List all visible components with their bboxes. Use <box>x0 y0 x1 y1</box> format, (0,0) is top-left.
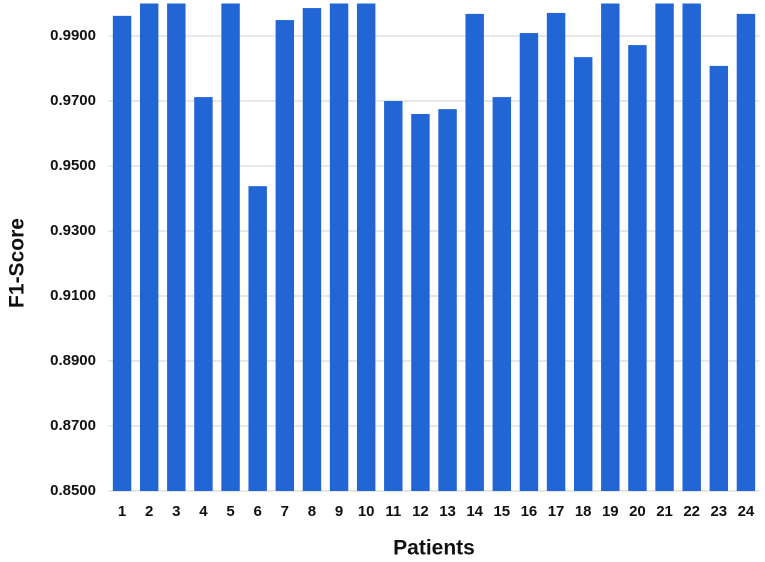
bar <box>221 3 240 491</box>
x-tick-label: 20 <box>629 503 646 520</box>
x-tick-label: 21 <box>656 503 673 520</box>
x-tick-label: 22 <box>683 503 700 520</box>
bar <box>573 57 593 491</box>
x-tick-label: 18 <box>575 503 592 520</box>
bar <box>601 3 620 491</box>
bar <box>275 20 295 491</box>
x-tick-label: 9 <box>335 503 343 520</box>
x-tick-label: 23 <box>710 503 727 520</box>
bar <box>519 33 539 491</box>
x-tick-label: 15 <box>493 503 510 520</box>
y-tick-label: 0.8500 <box>50 482 96 499</box>
x-tick-label: 17 <box>548 503 565 520</box>
bar <box>194 97 213 491</box>
y-tick-label: 0.8700 <box>50 417 96 434</box>
x-tick-label: 16 <box>521 503 538 520</box>
bar <box>682 3 701 491</box>
bar <box>248 186 267 491</box>
x-tick-label: 1 <box>118 503 126 520</box>
x-tick-label: 3 <box>172 503 180 520</box>
bar <box>438 109 457 491</box>
x-tick-label: 2 <box>145 503 153 520</box>
bar <box>628 45 647 491</box>
y-tick-label: 0.9900 <box>50 27 96 44</box>
bar <box>302 8 322 492</box>
y-tick-label: 0.9300 <box>50 222 96 239</box>
y-tick-label: 0.8900 <box>50 352 96 369</box>
bar <box>139 3 159 491</box>
x-tick-label: 10 <box>358 503 375 520</box>
x-tick-label: 8 <box>308 503 316 520</box>
y-tick-label: 0.9500 <box>50 157 96 174</box>
bar <box>655 3 674 491</box>
bar <box>356 3 376 491</box>
x-tick-label: 12 <box>412 503 429 520</box>
bar <box>736 13 756 492</box>
x-tick-label: 7 <box>281 503 289 520</box>
bar <box>112 15 132 491</box>
bar <box>465 13 484 492</box>
bar <box>411 114 430 491</box>
x-tick-label: 19 <box>602 503 619 520</box>
bar <box>167 3 186 491</box>
x-tick-label: 4 <box>199 503 208 520</box>
x-tick-label: 24 <box>738 503 755 520</box>
x-axis-label: Patients <box>393 537 475 560</box>
x-tick-label: 6 <box>254 503 262 520</box>
bar <box>709 65 729 492</box>
x-tick-label: 5 <box>226 503 234 520</box>
bar <box>329 3 349 491</box>
y-axis-label: F1-Score <box>6 218 29 308</box>
bar <box>492 97 512 491</box>
bar <box>546 12 566 492</box>
x-tick-label: 13 <box>439 503 456 520</box>
y-tick-label: 0.9100 <box>50 287 96 304</box>
x-tick-label: 11 <box>385 503 401 520</box>
bar <box>384 101 403 491</box>
y-tick-label: 0.9700 <box>50 92 96 109</box>
x-tick-label: 14 <box>466 503 483 520</box>
